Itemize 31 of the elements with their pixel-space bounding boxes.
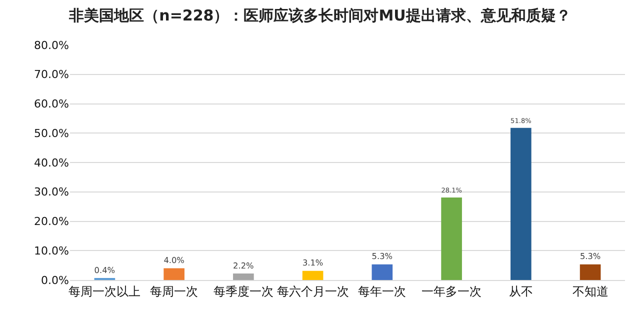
x-tick-label: 不知道 — [572, 284, 608, 298]
x-tick-label: 每周一次 — [150, 284, 198, 298]
data-label: 2.2% — [233, 260, 254, 270]
x-tick-label: 每周一次以上 — [68, 284, 141, 298]
x-tick-label: 一年多一次 — [422, 284, 482, 298]
x-tick-label: 每六个月一次 — [276, 284, 349, 298]
y-tick-label: 80.0% — [34, 38, 69, 52]
chart-title: 非美国地区（n=228）：医师应该多长时间对MU提出请求、意见和质疑？ — [68, 6, 571, 25]
data-label: 4.0% — [164, 255, 185, 266]
data-label: 5.3% — [580, 251, 601, 262]
bar — [441, 197, 462, 280]
bar — [164, 268, 184, 280]
x-tick-label: 从不 — [508, 284, 533, 298]
y-tick-label: 0.0% — [41, 274, 69, 287]
data-label: 3.1% — [302, 258, 324, 268]
data-label: 5.3% — [372, 251, 393, 262]
y-tick-label: 20.0% — [34, 215, 69, 228]
y-tick-label: 40.0% — [34, 156, 69, 170]
y-tick-label: 30.0% — [34, 186, 69, 199]
y-tick-label: 60.0% — [34, 98, 69, 111]
data-label: 0.4% — [94, 264, 116, 275]
bar — [372, 264, 393, 280]
y-tick-label: 70.0% — [34, 68, 69, 82]
y-tick-label: 50.0% — [34, 126, 69, 140]
bar — [233, 274, 254, 280]
y-tick-label: 10.0% — [34, 244, 69, 258]
x-tick-label: 每年一次 — [358, 284, 406, 298]
bar — [580, 264, 601, 280]
bar — [510, 128, 532, 280]
bar — [302, 270, 324, 280]
x-tick-label: 每季度一次 — [213, 284, 274, 298]
